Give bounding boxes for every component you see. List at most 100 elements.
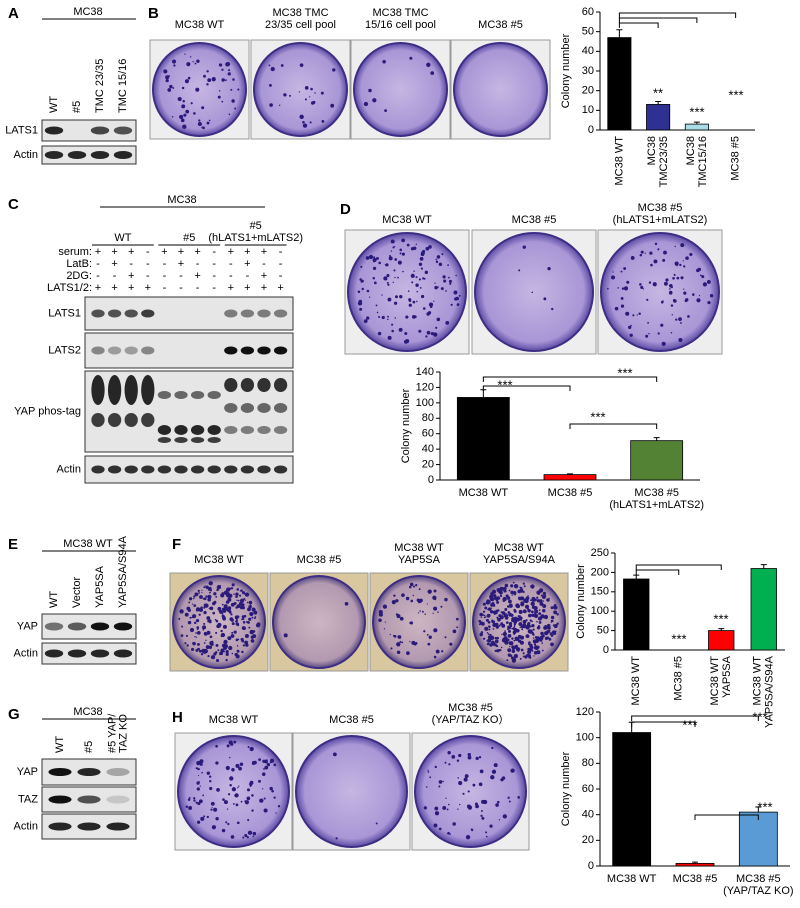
colony bbox=[478, 619, 482, 623]
band bbox=[157, 425, 172, 435]
colony bbox=[399, 616, 404, 621]
colony bbox=[264, 760, 268, 764]
colony bbox=[312, 100, 316, 104]
colony bbox=[433, 589, 437, 593]
colony bbox=[246, 788, 250, 792]
x-tick-label: MC38 #5 bbox=[673, 656, 685, 701]
colony bbox=[187, 76, 191, 80]
colony bbox=[248, 617, 252, 621]
band bbox=[157, 437, 172, 443]
colony bbox=[552, 631, 557, 635]
colony bbox=[298, 91, 301, 93]
colony bbox=[231, 622, 235, 626]
colony bbox=[228, 593, 233, 598]
colony bbox=[660, 323, 664, 327]
colony bbox=[405, 315, 409, 319]
colony bbox=[189, 56, 192, 58]
colony bbox=[269, 83, 272, 87]
colony bbox=[221, 828, 226, 833]
colony bbox=[706, 280, 711, 284]
colony bbox=[531, 291, 534, 294]
colony bbox=[428, 302, 434, 307]
colony bbox=[507, 633, 512, 638]
y-axis-label: Colony number bbox=[560, 33, 572, 108]
band bbox=[124, 465, 138, 474]
colony bbox=[193, 604, 197, 607]
colony bbox=[513, 654, 518, 659]
colony bbox=[399, 248, 403, 252]
colony bbox=[644, 252, 646, 254]
colony bbox=[533, 651, 538, 655]
colony bbox=[416, 300, 418, 303]
colony bbox=[500, 646, 503, 649]
colony bbox=[205, 645, 210, 649]
condition-sign: - bbox=[179, 270, 183, 282]
colony bbox=[684, 299, 688, 303]
colony bbox=[249, 611, 254, 617]
colony bbox=[222, 650, 225, 653]
band bbox=[107, 465, 122, 474]
colony bbox=[193, 799, 196, 802]
colony bbox=[532, 637, 535, 639]
colony bbox=[490, 775, 495, 780]
colony bbox=[657, 332, 660, 335]
band bbox=[157, 465, 172, 474]
colony bbox=[494, 639, 499, 644]
colony bbox=[505, 590, 507, 593]
colony bbox=[228, 645, 233, 651]
colony bbox=[378, 261, 381, 265]
colony bbox=[497, 800, 500, 804]
colony bbox=[493, 613, 496, 615]
colony bbox=[186, 62, 191, 67]
colony bbox=[623, 286, 629, 291]
band bbox=[224, 465, 238, 474]
colony bbox=[186, 644, 189, 647]
colony bbox=[237, 88, 240, 91]
colony bbox=[376, 256, 379, 260]
condition-sign: - bbox=[146, 258, 150, 270]
colony bbox=[550, 632, 552, 634]
colony bbox=[467, 755, 472, 760]
colony bbox=[409, 582, 414, 587]
colony bbox=[414, 641, 418, 645]
colony bbox=[438, 780, 443, 784]
colony bbox=[679, 263, 682, 267]
colony bbox=[492, 622, 496, 627]
colony bbox=[538, 626, 541, 628]
colony bbox=[649, 251, 653, 255]
band bbox=[273, 309, 288, 318]
colony bbox=[529, 619, 532, 622]
colony bbox=[433, 606, 438, 611]
x-tick-label: MC38 WT bbox=[459, 487, 509, 499]
colony bbox=[223, 590, 229, 595]
colony bbox=[242, 621, 246, 624]
colony bbox=[434, 806, 439, 811]
colony bbox=[523, 585, 526, 588]
band bbox=[190, 391, 205, 399]
colony bbox=[520, 635, 525, 640]
colony bbox=[458, 780, 463, 786]
colony bbox=[188, 805, 193, 810]
colony bbox=[491, 589, 497, 594]
y-tick-label: 0 bbox=[603, 644, 609, 656]
colony bbox=[415, 584, 418, 587]
condition-sign: + bbox=[95, 246, 101, 258]
significance: *** bbox=[757, 799, 772, 814]
colony bbox=[529, 649, 531, 651]
colony bbox=[179, 609, 184, 614]
colony bbox=[668, 291, 673, 295]
colony bbox=[648, 281, 652, 284]
plate-label: (YAP/TAZ KO） bbox=[432, 713, 510, 726]
blot-row-label: Actin bbox=[14, 820, 38, 832]
colony bbox=[249, 746, 254, 752]
colony bbox=[249, 780, 254, 785]
colony bbox=[193, 797, 196, 800]
bar bbox=[630, 440, 684, 481]
colony bbox=[519, 657, 522, 660]
error-bar bbox=[616, 29, 623, 38]
bracket bbox=[482, 385, 571, 391]
colony bbox=[674, 261, 679, 266]
colony bbox=[678, 317, 682, 322]
condition-sign: + bbox=[128, 270, 134, 282]
colony bbox=[437, 255, 440, 258]
